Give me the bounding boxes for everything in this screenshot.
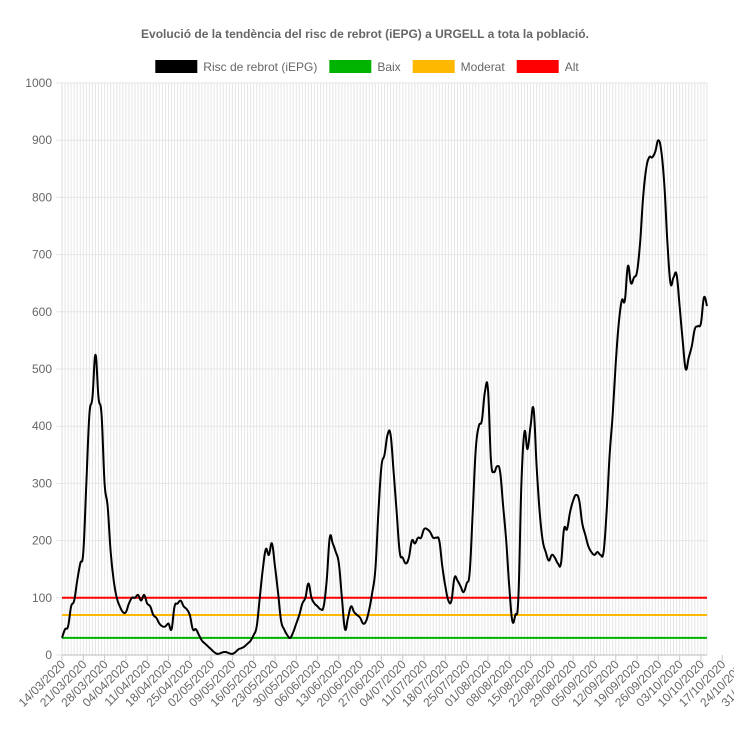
y-tick-label: 700 xyxy=(32,248,52,262)
legend-label: Risc de rebrot (iEPG) xyxy=(203,60,317,74)
threshold-lines xyxy=(62,596,707,639)
y-tick-label: 900 xyxy=(32,133,52,147)
y-tick-label: 600 xyxy=(32,305,52,319)
x-axis: 14/03/202021/03/202028/03/202004/04/2020… xyxy=(16,655,734,710)
y-tick-label: 1000 xyxy=(25,76,52,90)
legend-swatch xyxy=(155,60,198,73)
y-tick-label: 300 xyxy=(32,476,52,490)
chart-title: Evolució de la tendència del risc de reb… xyxy=(141,27,589,41)
y-tick-label: 500 xyxy=(32,362,52,376)
y-tick-label: 0 xyxy=(45,648,52,662)
legend-label: Baix xyxy=(377,60,400,74)
legend-swatch xyxy=(516,60,559,73)
y-tick-label: 200 xyxy=(32,534,52,548)
legend: Risc de rebrot (iEPG) Baix Moderat Alt xyxy=(155,60,579,74)
legend-label: Alt xyxy=(565,60,580,74)
series-lines xyxy=(61,139,708,655)
y-tick-label: 400 xyxy=(32,419,52,433)
y-tick-label: 800 xyxy=(32,190,52,204)
legend-swatch xyxy=(329,60,372,73)
y-tick-label: 100 xyxy=(32,591,52,605)
legend-swatch xyxy=(412,60,455,73)
y-axis: 0 100 200 300 400 500 600 700 800 900 1000 xyxy=(25,76,52,662)
series-line-risc-de-rebrot xyxy=(61,139,708,655)
legend-label: Moderat xyxy=(461,60,506,74)
x-gridlines xyxy=(61,83,708,656)
